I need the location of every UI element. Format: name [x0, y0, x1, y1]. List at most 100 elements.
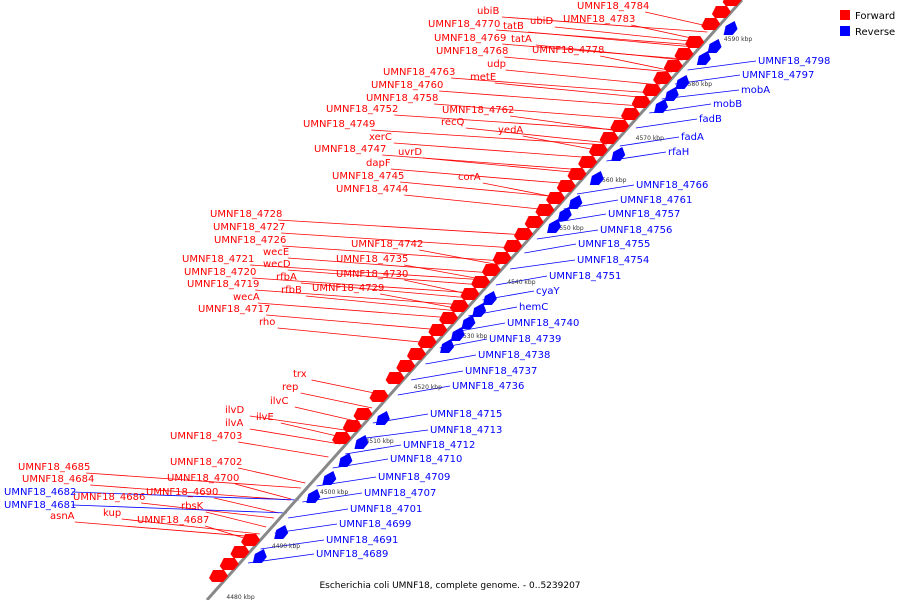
forward-gene-label: UMNF18_4778 — [532, 45, 604, 56]
reverse-gene — [547, 219, 562, 233]
reverse-gene-label: rfaH — [668, 147, 689, 158]
label-leader-line — [551, 213, 607, 224]
forward-gene-label: UMNF18_4719 — [187, 279, 259, 290]
reverse-gene-label: UMNF18_4737 — [465, 366, 537, 377]
forward-gene-label: UMNF18_4700 — [167, 473, 239, 484]
forward-gene — [353, 408, 373, 420]
forward-gene — [417, 336, 437, 348]
reverse-gene — [654, 99, 669, 113]
label-leader-line — [510, 259, 576, 270]
forward-gene-label: UMNF18_4727 — [213, 222, 285, 233]
label-leader-line — [510, 115, 620, 132]
map-title: Escherichia coli UMNF18, complete genome… — [319, 581, 580, 591]
reverse-gene — [461, 315, 476, 329]
forward-gene-label: UMNF18_4703 — [170, 431, 242, 442]
forward-gene-label: UMNF18_4752 — [326, 104, 398, 115]
reverse-gene-label: UMNF18_4699 — [339, 519, 411, 530]
gene-features — [209, 0, 742, 582]
reverse-gene-label: UMNF18_4710 — [390, 454, 462, 465]
forward-gene-label: wecA — [233, 292, 260, 303]
label-leader-line — [277, 327, 431, 344]
forward-gene — [471, 276, 491, 288]
reverse-gene-label: UMNF18_4740 — [507, 318, 579, 329]
legend-forward-swatch — [840, 10, 850, 20]
forward-gene — [503, 240, 523, 252]
reverse-gene — [450, 327, 465, 341]
label-leader-line — [250, 264, 487, 281]
reverse-gene-label: UMNF18_4754 — [577, 255, 649, 266]
forward-gene-label: UMNF18_4735 — [336, 254, 408, 265]
forward-gene-label: UMNF18_4686 — [73, 492, 145, 503]
forward-gene-label: UMNF18_4783 — [563, 14, 635, 25]
reverse-gene — [440, 339, 455, 353]
forward-gene — [663, 60, 683, 72]
forward-gene-label: UMNF18_4742 — [351, 239, 423, 250]
axis-tick-label: 4570 kbp — [636, 135, 664, 142]
label-leader-line — [554, 26, 699, 43]
forward-gene-label: tatA — [511, 34, 532, 45]
label-leader-line — [600, 55, 673, 72]
label-leader-line — [235, 483, 292, 500]
label-leader-line — [411, 370, 464, 381]
reverse-gene-label: UMNF18_4707 — [364, 488, 436, 499]
forward-gene-label: dapF — [366, 158, 391, 169]
forward-gene-label: UMNF18_4758 — [366, 93, 438, 104]
forward-gene — [578, 156, 598, 168]
forward-gene-label: UMNF18_4684 — [22, 474, 94, 485]
label-leader-line — [287, 269, 482, 286]
forward-gene — [332, 432, 352, 444]
label-leader-line — [287, 257, 493, 274]
reverse-gene — [589, 171, 604, 185]
label-leader-line — [90, 484, 291, 501]
label-leader-line — [619, 136, 680, 147]
forward-gene — [407, 348, 426, 360]
forward-gene-label: UMNF18_4717 — [198, 304, 270, 315]
label-leader-line — [495, 275, 548, 286]
reverse-gene — [482, 291, 497, 305]
forward-gene — [567, 168, 587, 180]
label-leader-line — [451, 77, 654, 94]
label-leader-line — [281, 232, 515, 249]
forward-gene-label: ilvA — [225, 418, 243, 429]
reverse-gene-label: UMNF18_4766 — [636, 180, 708, 191]
forward-gene — [428, 324, 448, 336]
forward-gene-label: wecE — [263, 247, 289, 258]
reverse-gene-label: fadA — [681, 132, 704, 143]
forward-gene — [219, 558, 239, 570]
forward-gene-label: UMNF18_4784 — [577, 1, 649, 12]
label-leader-line — [524, 243, 577, 254]
forward-gene-label: UMNF18_4690 — [146, 487, 218, 498]
forward-gene — [711, 6, 731, 18]
forward-gene — [653, 72, 673, 84]
label-leader-line — [576, 184, 635, 195]
axis-tick-label: 4560 kbp — [598, 177, 626, 184]
reverse-gene — [375, 411, 390, 425]
forward-gene — [599, 132, 619, 144]
reverse-gene — [472, 303, 487, 317]
label-leader-line — [72, 504, 288, 514]
forward-gene — [588, 144, 608, 156]
axis-tick-label: 4550 kbp — [555, 225, 583, 232]
forward-gene-label: UMNF18_4726 — [214, 235, 286, 246]
forward-gene — [610, 120, 630, 132]
reverse-gene — [696, 51, 711, 65]
forward-gene — [449, 300, 469, 312]
forward-gene-label: UMNF18_4769 — [434, 33, 506, 44]
label-leader-line — [522, 135, 602, 152]
label-leader-line — [255, 289, 465, 306]
forward-gene-label: UMNF18_4744 — [336, 184, 408, 195]
reverse-gene-label: UMNF18_4757 — [608, 209, 680, 220]
forward-gene-label: ubiD — [530, 16, 553, 27]
label-leader-line — [300, 282, 471, 299]
label-leader-line — [393, 142, 596, 159]
axis-tick-label: 4480 kbp — [226, 594, 254, 600]
label-leader-line — [74, 521, 258, 538]
reverse-gene — [568, 195, 583, 209]
axis-tick-label: 4580 kbp — [684, 81, 712, 88]
reverse-gene-label: mobA — [741, 85, 770, 96]
reverse-gene-label: UMNF18_4755 — [578, 239, 650, 250]
label-leader-line — [252, 277, 475, 294]
forward-gene-label: rho — [259, 317, 275, 328]
label-leader-line — [394, 114, 621, 131]
